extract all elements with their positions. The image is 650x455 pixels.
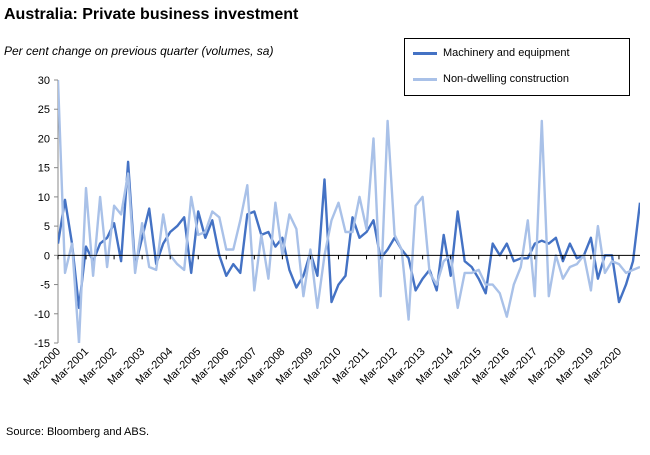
legend-label-machinery: Machinery and equipment (443, 47, 570, 59)
chart-legend: Machinery and equipment Non-dwelling con… (404, 38, 630, 96)
legend-swatch-machinery (413, 51, 437, 55)
chart-title: Australia: Private business investment (4, 6, 299, 23)
y-tick-label: 20 (38, 133, 50, 145)
y-tick-label: 25 (38, 104, 50, 116)
y-tick-label: 15 (38, 163, 50, 175)
y-tick-label: 30 (38, 75, 50, 87)
legend-swatch-construction (413, 77, 437, 81)
y-tick-label: 10 (38, 192, 50, 204)
legend-item-machinery: Machinery and equipment (413, 47, 570, 59)
series-line-machinery (58, 160, 640, 310)
y-tick-label: -5 (40, 280, 50, 292)
y-tick-label: 5 (44, 221, 50, 233)
source-note: Source: Bloomberg and ABS. (6, 426, 150, 438)
legend-item-construction: Non-dwelling construction (413, 73, 569, 85)
chart-subtitle: Per cent change on previous quarter (vol… (4, 44, 274, 58)
legend-label-construction: Non-dwelling construction (443, 73, 569, 85)
y-tick-label: 0 (44, 250, 50, 262)
series-line-construction (58, 80, 640, 343)
y-tick-label: -10 (34, 309, 50, 321)
y-tick-label: -15 (34, 338, 50, 350)
